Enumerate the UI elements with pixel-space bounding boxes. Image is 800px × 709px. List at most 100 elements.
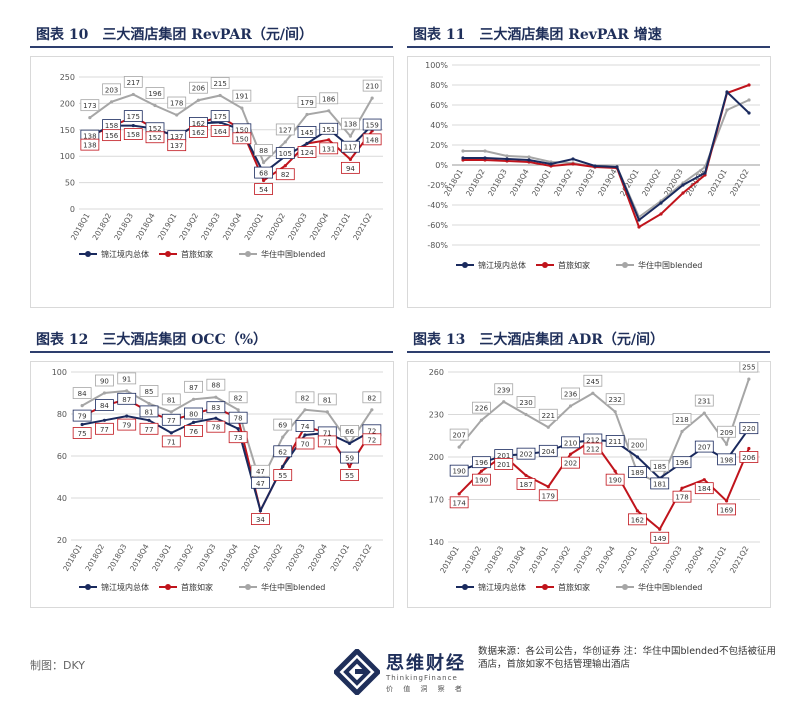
data-label: 71 bbox=[167, 438, 176, 446]
data-label: 138 bbox=[83, 142, 96, 150]
data-label: 210 bbox=[365, 83, 378, 91]
data-label: 209 bbox=[720, 429, 733, 437]
data-label: 245 bbox=[586, 378, 599, 386]
data-point bbox=[524, 412, 528, 417]
chart-frame-13: 140 170 200 230 260 2018Q1 2018Q2 2018Q3 2018Q4 2… bbox=[407, 360, 771, 608]
data-point bbox=[80, 422, 84, 427]
y-tick-label: 200 bbox=[60, 99, 75, 108]
data-point bbox=[658, 527, 662, 531]
data-label: 82 bbox=[367, 394, 376, 402]
data-label: 164 bbox=[213, 128, 227, 136]
data-label-box bbox=[717, 503, 736, 516]
source-note: 数据来源：各公司公告，华创证券 注：华住中国blended不包括被征用酒店，首旅… bbox=[478, 646, 776, 670]
data-label: 124 bbox=[300, 149, 314, 157]
data-label-box bbox=[341, 161, 360, 174]
data-label-box bbox=[72, 409, 92, 422]
legend-label: 华住中国blended bbox=[638, 582, 702, 592]
y-tick-label: 100 bbox=[60, 152, 75, 161]
legend-marker bbox=[542, 262, 548, 268]
y-tick-label: 100% bbox=[425, 61, 448, 70]
data-label-box bbox=[80, 138, 100, 151]
title-rule bbox=[30, 351, 393, 353]
data-point bbox=[546, 485, 550, 489]
data-label-box bbox=[362, 391, 382, 404]
data-label-box bbox=[694, 482, 714, 495]
data-label: 82 bbox=[301, 394, 310, 402]
data-label: 207 bbox=[698, 444, 711, 452]
data-label-box bbox=[340, 451, 359, 464]
data-label: 75 bbox=[78, 430, 87, 438]
data-label: 159 bbox=[365, 122, 378, 130]
data-label-box bbox=[95, 399, 114, 411]
data-label: 69 bbox=[278, 422, 287, 430]
data-label: 226 bbox=[475, 405, 489, 413]
data-label-box bbox=[184, 425, 203, 437]
legend-marker bbox=[622, 262, 628, 268]
data-label: 71 bbox=[323, 438, 332, 446]
x-tick-label: 2020Q1 bbox=[616, 544, 639, 574]
x-tick-label: 2018Q3 bbox=[106, 542, 129, 572]
data-label: 138 bbox=[344, 121, 357, 129]
data-label-box bbox=[494, 383, 514, 396]
y-tick-label: 20 bbox=[57, 536, 67, 545]
data-label: 203 bbox=[105, 86, 118, 94]
data-label-box bbox=[139, 405, 159, 418]
data-label: 158 bbox=[127, 131, 140, 139]
data-point bbox=[681, 183, 685, 187]
data-label-box bbox=[538, 489, 558, 502]
data-label: 210 bbox=[564, 439, 577, 447]
x-tick-label: 2020Q2 bbox=[639, 544, 662, 574]
data-label-box bbox=[295, 420, 315, 432]
data-label-box bbox=[650, 459, 670, 472]
data-label-box bbox=[102, 129, 121, 142]
data-point bbox=[347, 441, 352, 445]
data-label-box bbox=[275, 168, 295, 181]
data-label-box bbox=[297, 126, 317, 138]
data-label: 54 bbox=[259, 186, 268, 194]
data-label: 191 bbox=[235, 93, 248, 101]
y-tick-label: 80% bbox=[430, 81, 448, 90]
data-label-box bbox=[694, 440, 714, 453]
series-line bbox=[89, 93, 374, 165]
data-label: 70 bbox=[301, 441, 310, 449]
data-point bbox=[125, 389, 129, 393]
data-label: 190 bbox=[452, 468, 465, 476]
data-point bbox=[261, 178, 266, 183]
x-tick-label: 2021Q2 bbox=[351, 211, 374, 241]
data-label: 186 bbox=[322, 95, 336, 103]
y-tick-label: 80 bbox=[57, 410, 67, 419]
logo-name: 思维财经 bbox=[386, 653, 466, 674]
data-label-box bbox=[605, 393, 625, 406]
data-point bbox=[527, 155, 531, 159]
data-point bbox=[483, 149, 487, 153]
data-point bbox=[591, 391, 595, 395]
data-label: 211 bbox=[608, 438, 621, 446]
data-point bbox=[175, 113, 179, 117]
data-label: 162 bbox=[192, 129, 205, 137]
data-label-box bbox=[273, 445, 293, 458]
x-tick-label: 2019Q1 bbox=[530, 167, 553, 197]
data-label-box bbox=[295, 437, 315, 450]
data-label-box bbox=[717, 425, 736, 438]
data-label: 82 bbox=[234, 394, 243, 402]
y-tick-label: 50 bbox=[65, 179, 75, 188]
data-label-box bbox=[650, 531, 670, 544]
data-point bbox=[479, 418, 484, 422]
data-point bbox=[502, 400, 506, 404]
data-label: 55 bbox=[278, 472, 287, 480]
data-label: 173 bbox=[83, 102, 96, 110]
data-point bbox=[461, 156, 465, 160]
y-tick-label: 250 bbox=[60, 73, 75, 82]
data-point bbox=[370, 96, 374, 100]
title-rule bbox=[30, 46, 393, 48]
data-label-box bbox=[650, 477, 670, 490]
data-point bbox=[131, 123, 135, 128]
data-label: 239 bbox=[497, 386, 510, 394]
data-label: 179 bbox=[542, 492, 555, 500]
x-tick-label: 2020Q1 bbox=[239, 542, 262, 572]
data-point bbox=[214, 395, 218, 399]
data-label: 77 bbox=[145, 426, 154, 434]
data-point bbox=[568, 404, 573, 408]
x-tick-label: 2019Q1 bbox=[150, 542, 173, 572]
data-label: 151 bbox=[322, 126, 335, 134]
